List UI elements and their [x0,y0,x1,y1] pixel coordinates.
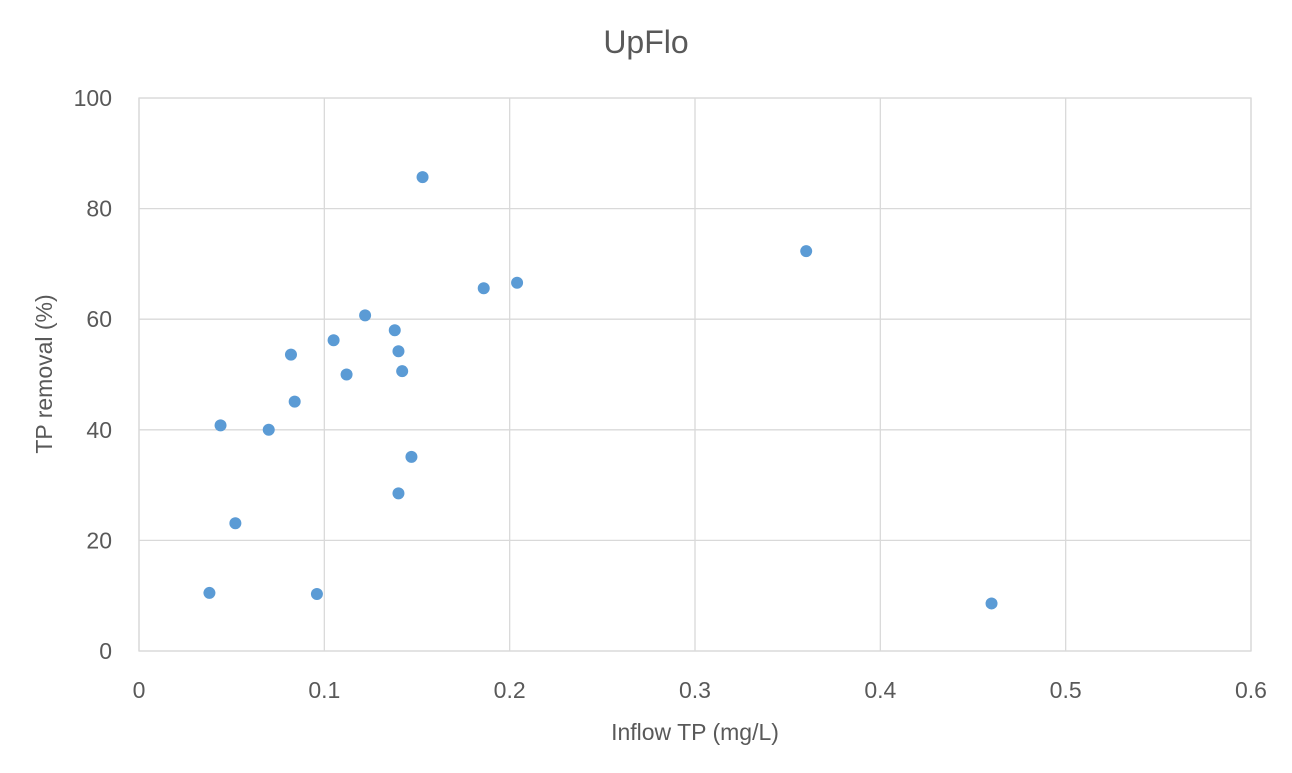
data-point [262,423,275,436]
plot-area [138,97,1252,652]
data-point [340,368,353,381]
y-tick-label: 100 [74,85,112,111]
data-point [284,348,297,361]
x-tick-label: 0.3 [679,677,711,703]
data-point [229,517,242,530]
y-tick-label: 40 [86,417,112,443]
data-point [396,365,409,378]
x-tick-label: 0.4 [864,677,896,703]
x-axis-ticks: 0 0.1 0.2 0.3 0.4 0.5 0.6 [133,677,1267,703]
data-point [416,171,429,184]
x-tick-label: 0.2 [494,677,526,703]
chart-title: UpFlo [603,24,688,60]
gridlines [138,97,1252,652]
x-axis-label: Inflow TP (mg/L) [611,719,779,745]
y-tick-label: 80 [86,196,112,222]
x-tick-label: 0 [133,677,146,703]
data-point [388,324,401,337]
data-point [203,586,216,599]
y-tick-label: 20 [86,527,112,553]
y-axis-ticks: 0 20 40 60 80 100 [74,85,112,664]
data-point [800,245,813,258]
data-points [203,171,998,610]
data-point [214,419,227,432]
data-point [392,345,405,358]
data-point [392,487,405,500]
x-tick-label: 0.1 [308,677,340,703]
data-point [359,309,372,322]
x-tick-label: 0.5 [1050,677,1082,703]
y-tick-label: 60 [86,306,112,332]
data-point [477,282,490,295]
data-point [310,588,323,601]
y-tick-label: 0 [99,638,112,664]
y-axis-label: TP removal (%) [31,294,57,453]
data-point [511,276,524,289]
data-point [288,395,301,408]
data-point [985,597,998,610]
x-tick-label: 0.6 [1235,677,1267,703]
data-point [327,334,340,347]
data-point [405,450,418,463]
